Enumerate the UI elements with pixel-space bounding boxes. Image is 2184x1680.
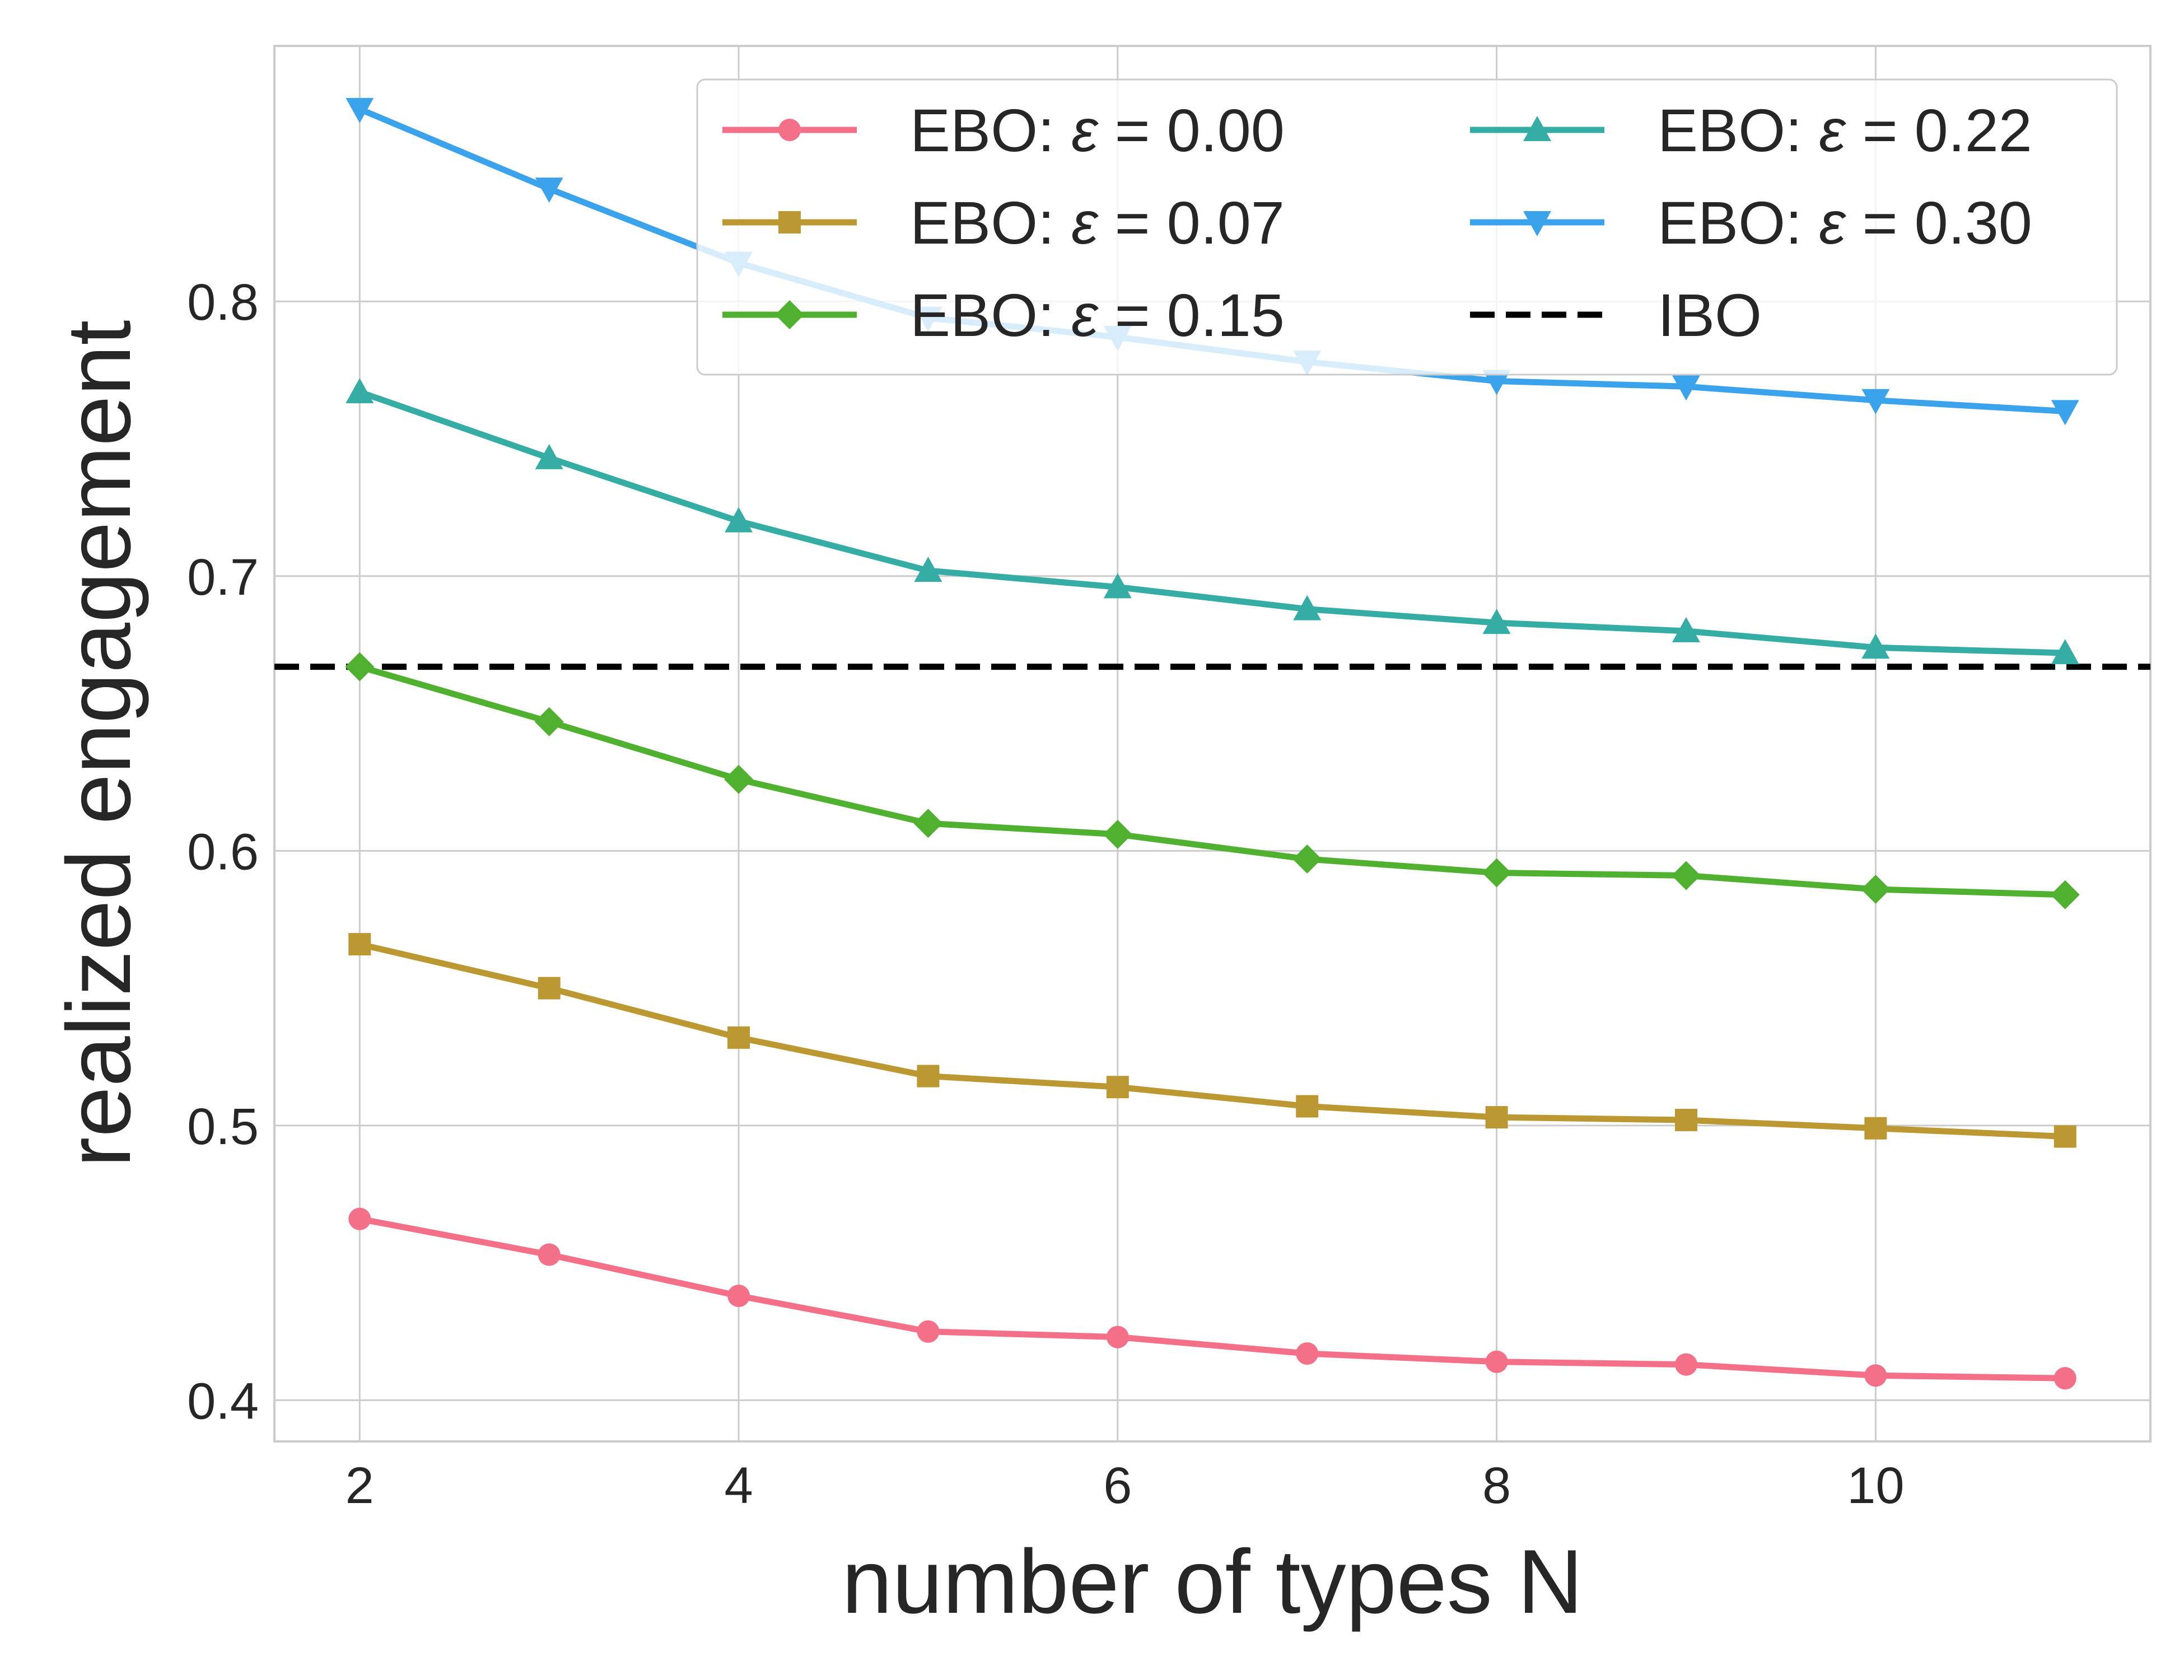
- legend-marker: [778, 119, 801, 141]
- data-point: [2051, 400, 2079, 426]
- data-point: [914, 556, 942, 582]
- data-point: [1672, 375, 1700, 401]
- data-point: [917, 1320, 940, 1343]
- data-point: [913, 809, 943, 838]
- legend-marker: [778, 211, 801, 234]
- data-point: [1671, 861, 1701, 890]
- data-point: [346, 378, 374, 404]
- series-1: [348, 933, 2076, 1148]
- legend-item-0: EBO: ε = 0.00: [722, 96, 1285, 164]
- data-point: [1672, 617, 1700, 642]
- data-point: [1292, 844, 1322, 874]
- data-point: [1864, 1364, 1887, 1387]
- data-point: [348, 1207, 371, 1230]
- data-point: [1674, 1109, 1697, 1132]
- data-point: [345, 652, 375, 682]
- data-point: [538, 1243, 561, 1266]
- legend-item-4: EBO: ε = 0.30: [1470, 189, 2032, 256]
- x-axis-title: number of types N: [842, 1531, 1583, 1632]
- data-point: [2051, 639, 2079, 665]
- data-point: [1485, 1350, 1508, 1373]
- data-point: [1482, 858, 1511, 888]
- data-point: [1482, 370, 1511, 395]
- x-tick-label: 4: [724, 1457, 753, 1514]
- data-point: [1296, 1342, 1319, 1365]
- data-point: [727, 1285, 750, 1308]
- data-point: [1106, 1326, 1129, 1348]
- data-point: [1103, 819, 1132, 849]
- data-point: [1103, 573, 1132, 599]
- data-point: [1861, 633, 1890, 659]
- legend-marker: [1523, 211, 1551, 236]
- y-tick-label: 0.5: [187, 1098, 259, 1155]
- legend-label: EBO: ε = 0.15: [910, 281, 1285, 349]
- series-3: [346, 378, 2079, 665]
- data-point: [1482, 609, 1511, 634]
- x-tick-label: 6: [1103, 1457, 1132, 1514]
- y-axis-title: realized engagement: [48, 320, 150, 1167]
- y-tick-label: 0.6: [187, 823, 259, 880]
- legend-label: EBO: ε = 0.22: [1658, 96, 2032, 164]
- legend-label: EBO: ε = 0.00: [910, 96, 1285, 164]
- data-point: [1485, 1106, 1508, 1129]
- series-line: [356, 664, 2069, 898]
- legend-label: EBO: ε = 0.30: [1658, 189, 2032, 256]
- data-point: [1861, 874, 1891, 904]
- data-point: [1861, 389, 1890, 414]
- data-point: [727, 1026, 750, 1049]
- series-line: [356, 1216, 2069, 1382]
- data-point: [1296, 1095, 1319, 1118]
- legend-marker: [775, 300, 804, 329]
- data-point: [917, 1065, 940, 1088]
- y-tick-label: 0.8: [187, 274, 259, 331]
- y-tick-label: 0.4: [187, 1373, 259, 1430]
- data-point: [1293, 595, 1322, 620]
- legend-item-2: EBO: ε = 0.15: [722, 281, 1285, 349]
- data-point: [724, 764, 754, 794]
- tick-labels: 2 4 6 8 10 0.4 0.5 0.6 0.7 0.8: [187, 274, 1904, 1514]
- data-point: [538, 977, 561, 1000]
- y-tick-label: 0.7: [187, 549, 259, 606]
- legend-item-3: EBO: ε = 0.22: [1470, 96, 2032, 164]
- data-point: [725, 507, 753, 533]
- series-2: [345, 652, 2080, 909]
- legend-item-1: EBO: ε = 0.07: [722, 189, 1285, 256]
- data-point: [1674, 1353, 1697, 1376]
- data-point: [534, 707, 564, 736]
- data-point: [535, 178, 563, 203]
- legend-item-5: IBO: [1470, 281, 1762, 349]
- legend-marker: [1523, 116, 1551, 141]
- legend-label: IBO: [1658, 281, 1762, 349]
- data-point: [2054, 1125, 2076, 1148]
- series-line: [356, 941, 2069, 1140]
- x-tick-label: 10: [1847, 1457, 1904, 1514]
- data-point: [2050, 880, 2080, 909]
- data-point: [2054, 1367, 2076, 1390]
- x-tick-label: 8: [1482, 1457, 1511, 1514]
- legend: EBO: ε = 0.00 EBO: ε = 0.07 EBO: ε = 0.15 E…: [696, 78, 2118, 376]
- data-point: [1106, 1076, 1129, 1099]
- x-tick-label: 2: [346, 1457, 374, 1514]
- series-0: [348, 1207, 2076, 1390]
- data-point: [535, 444, 563, 469]
- data-point: [1864, 1117, 1887, 1140]
- data-point: [346, 97, 374, 123]
- series-line: [356, 389, 2069, 656]
- legend-box: [696, 78, 2118, 376]
- legend-label: EBO: ε = 0.07: [910, 189, 1285, 256]
- data-point: [348, 933, 371, 956]
